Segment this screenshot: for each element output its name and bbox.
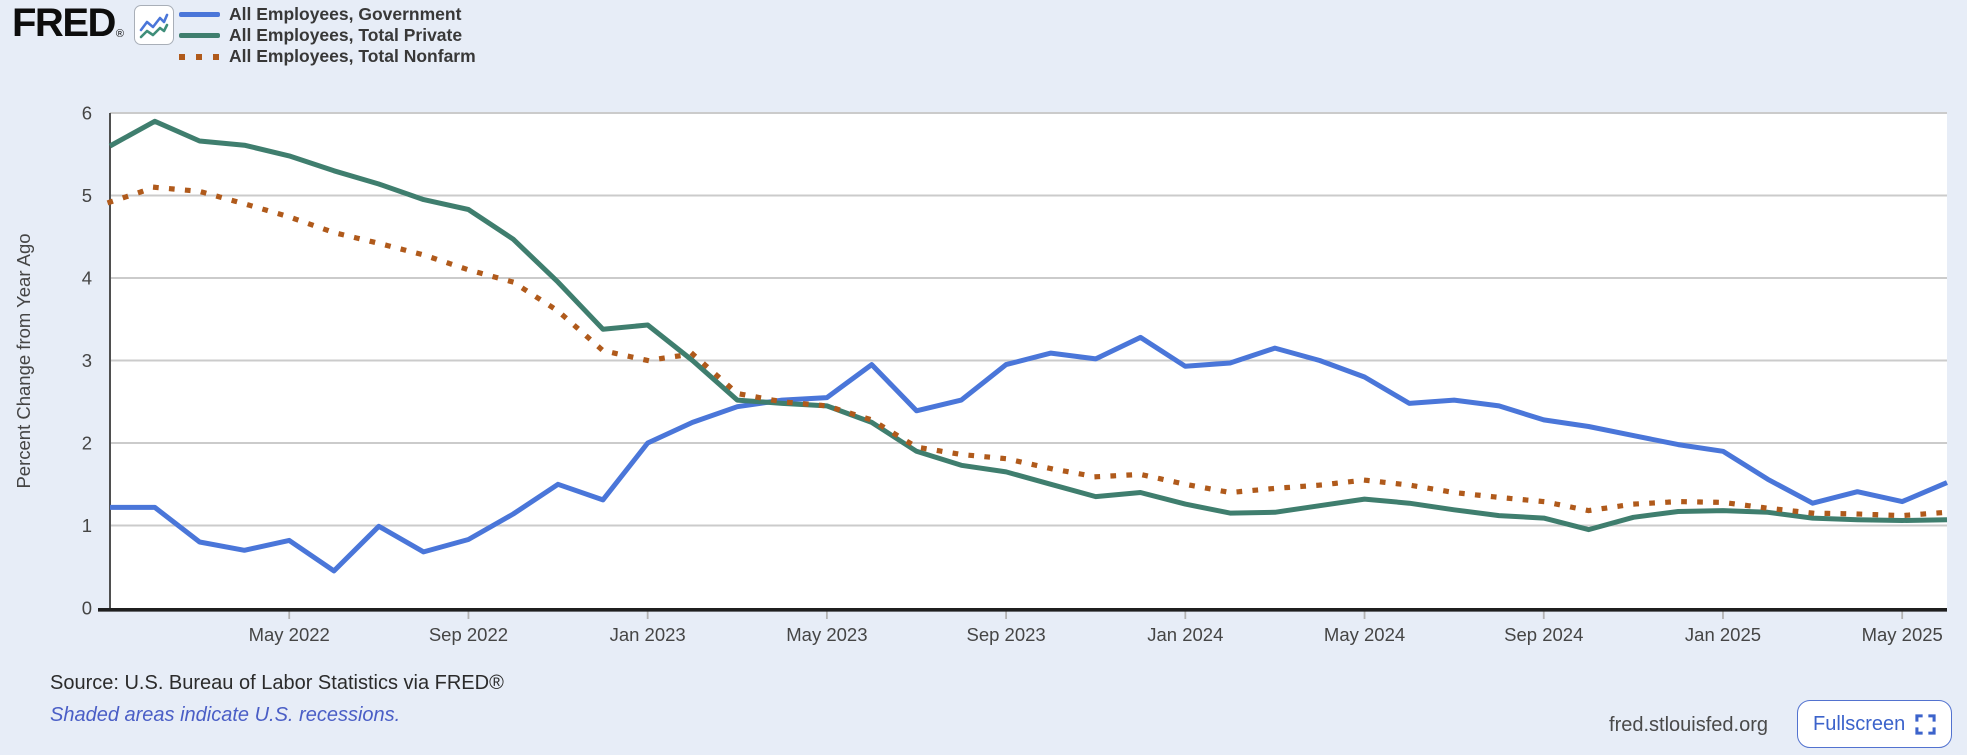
legend: All Employees, Government All Employees,…: [179, 4, 476, 67]
series-line-all-employees-government: [110, 334, 1948, 574]
fred-logo[interactable]: FRED ®: [12, 2, 124, 44]
y-axis-title: Percent Change from Year Ago: [13, 233, 34, 489]
legend-line-government-icon: [179, 12, 220, 17]
legend-item-government: All Employees, Government: [179, 4, 476, 25]
y-tick-label-0: 0: [82, 598, 92, 619]
sparkline-icon: [134, 5, 174, 45]
fullscreen-expand-icon: [1915, 713, 1936, 735]
legend-item-total-private: All Employees, Total Private: [179, 25, 476, 46]
legend-item-total-nonfarm: All Employees, Total Nonfarm: [179, 46, 476, 67]
y-tick-label-3: 3: [82, 350, 92, 371]
series-line-all-employees-total-nonfarm: [106, 184, 1950, 519]
x-tick-label-7: Sep 2024: [1504, 624, 1583, 645]
x-tick-label-3: May 2023: [786, 624, 867, 645]
x-tick-label-4: Sep 2023: [966, 624, 1045, 645]
y-tick-label-5: 5: [82, 185, 92, 206]
y-tick-label-4: 4: [82, 268, 92, 289]
legend-label-total-private: All Employees, Total Private: [229, 25, 463, 45]
x-tick-label-1: Sep 2022: [429, 624, 508, 645]
y-tick-label-6: 6: [82, 103, 92, 124]
x-tick-label-9: May 2025: [1862, 624, 1943, 645]
x-tick-label-0: May 2022: [249, 624, 330, 645]
source-text: Source: U.S. Bureau of Labor Statistics …: [50, 672, 504, 694]
y-tick-label-2: 2: [82, 433, 92, 454]
legend-label-total-nonfarm: All Employees, Total Nonfarm: [229, 46, 476, 66]
registered-mark: ®: [115, 28, 124, 40]
fred-logo-text: FRED: [12, 1, 116, 45]
fullscreen-button-label: Fullscreen: [1813, 712, 1906, 735]
x-tick-label-2: Jan 2023: [610, 624, 686, 645]
chart-canvas[interactable]: 0 1 2 3 4 5 6 May 2022 Sep 2022 Jan 2023 May 2023 S…: [0, 0, 1967, 660]
site-url: fred.stlouisfed.org: [1609, 714, 1768, 736]
legend-label-government: All Employees, Government: [229, 4, 462, 24]
fullscreen-button[interactable]: Fullscreen: [1797, 700, 1953, 748]
chart-area[interactable]: 0 1 2 3 4 5 6 May 2022 Sep 2022 Jan 2023 May 2023 S…: [0, 0, 1967, 660]
x-tick-label-8: Jan 2025: [1685, 624, 1761, 645]
legend-line-total-private-icon: [179, 33, 220, 38]
x-tick-label-6: May 2024: [1324, 624, 1405, 645]
x-tick-label-5: Jan 2024: [1147, 624, 1223, 645]
series-line-all-employees-total-private: [108, 118, 1948, 533]
legend-line-total-nonfarm-icon: [179, 53, 220, 60]
sparkline-icon-svg: [139, 13, 169, 39]
recession-note: Shaded areas indicate U.S. recessions.: [50, 704, 401, 726]
y-tick-label-1: 1: [82, 515, 92, 536]
